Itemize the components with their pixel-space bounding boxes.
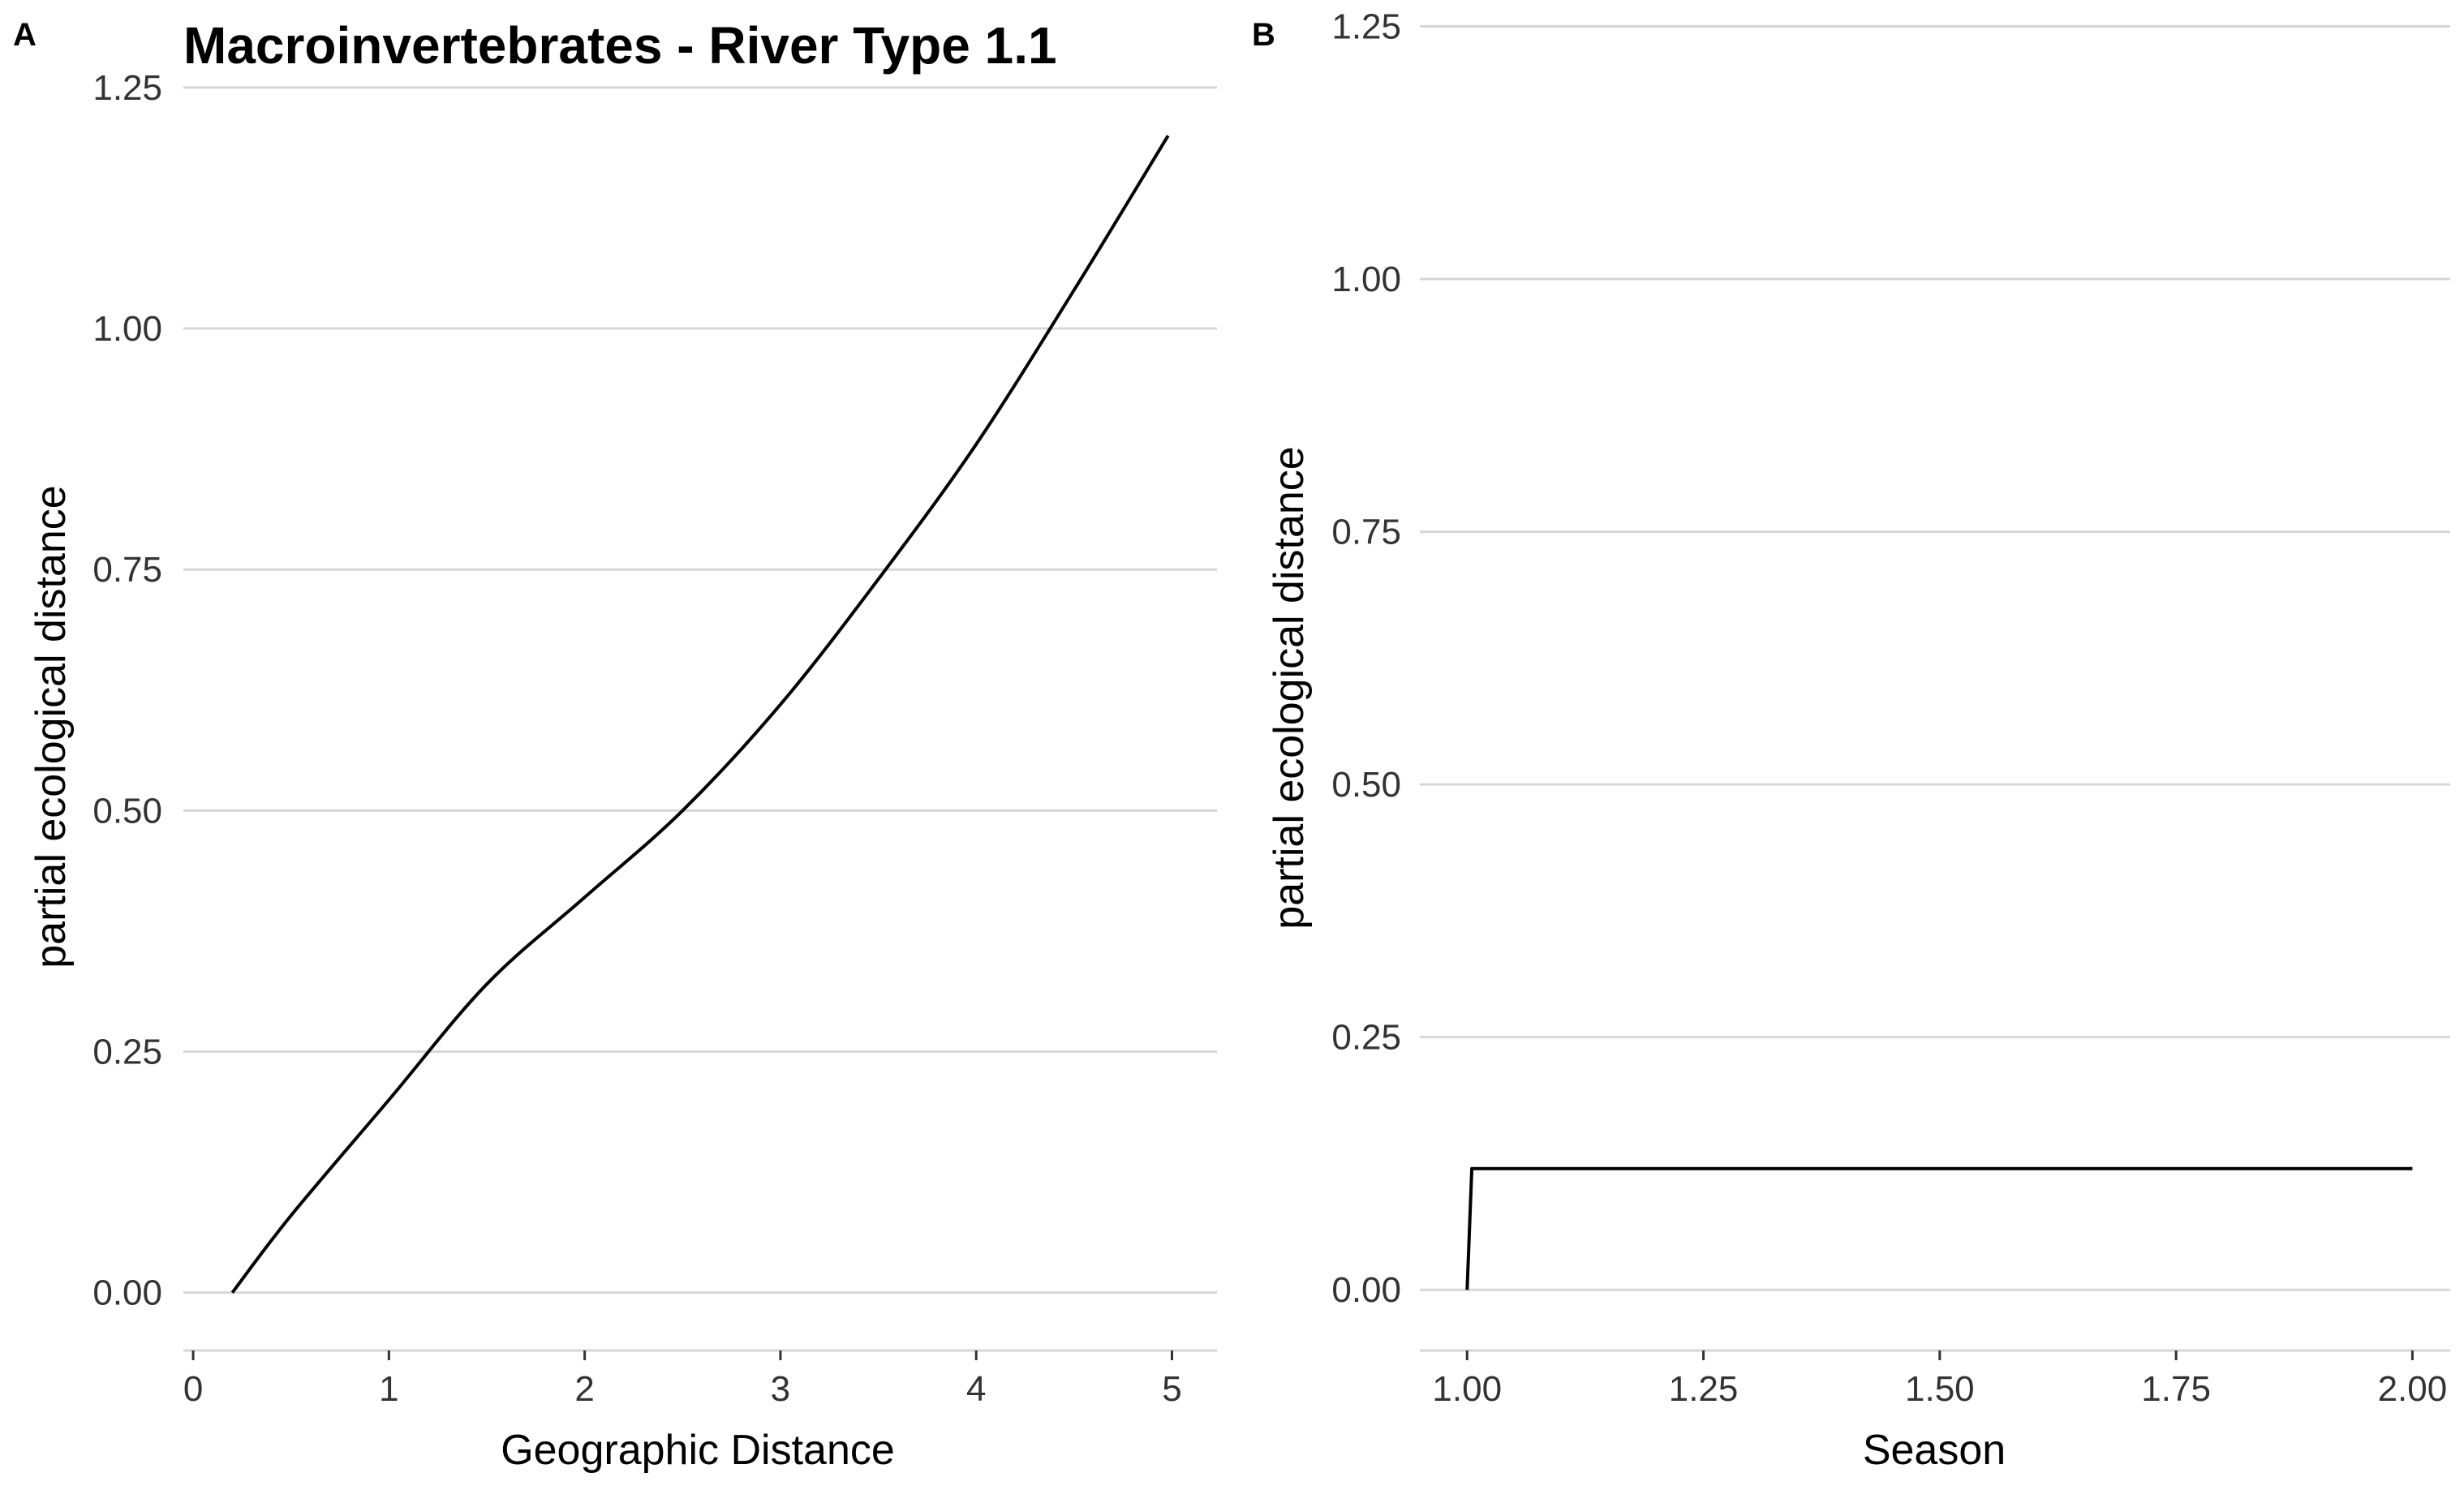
panel-a-title: Macroinvertebrates - River Type 1.1 (183, 16, 1057, 75)
panel-b-x-tick-labels: 1.00 1.25 1.50 1.75 2.00 (1432, 1369, 2447, 1409)
panel-b-x-tick-label: 2.00 (2378, 1369, 2448, 1409)
panel-b-chart: B 0.000.250.500.751.001.25 1.00 1.25 1.50 1… (1252, 6, 2450, 1474)
panel-b-y-tick-label: 0.50 (1331, 765, 1401, 805)
panel-a-y-tick-label: 0.00 (92, 1273, 162, 1313)
panel-a-x-tick-label: 0 (183, 1369, 203, 1409)
panel-a-x-tick-label: 2 (574, 1369, 594, 1409)
panel-b-x-axis-label: Season (1863, 1427, 2006, 1474)
panel-a-x-tick-label: 4 (966, 1369, 986, 1409)
panel-a-x-tick-label: 3 (771, 1369, 790, 1409)
panel-b-y-tick-label: 1.00 (1331, 260, 1401, 299)
panel-a-x-axis-label: Geographic Distance (501, 1427, 895, 1474)
panel-a-y-axis-label: partial ecological distance (28, 485, 75, 968)
panel-b-y-axis-label: partial ecological distance (1266, 446, 1313, 929)
panel-b-y-tick-label: 0.00 (1331, 1270, 1401, 1310)
panel-a-x-axis (183, 1349, 1217, 1360)
panel-a-y-tick-label: 0.50 (92, 791, 162, 831)
panel-b-y-tick-label: 1.25 (1331, 6, 1401, 46)
panel-b-x-tick-label: 1.00 (1432, 1369, 1502, 1409)
panel-a-y-tick-label: 1.00 (92, 309, 162, 349)
panel-b-y-tick-label: 0.25 (1331, 1018, 1401, 1058)
panel-b-x-axis (1420, 1349, 2450, 1360)
panel-a-y-tick-label: 1.25 (92, 68, 162, 108)
panel-b-y-tick-label: 0.75 (1331, 513, 1401, 552)
panel-b-x-tick-label: 1.75 (2141, 1369, 2211, 1409)
panel-a-x-tick-label: 5 (1162, 1369, 1181, 1409)
panel-a-y-tick-label: 0.25 (92, 1033, 162, 1072)
panel-b-label: B (1252, 17, 1275, 53)
panel-a-y-tick-labels: 0.00 0.25 0.50 0.75 1.00 1.25 (92, 68, 162, 1313)
panel-a-gridlines (183, 86, 1217, 1295)
panel-a-x-tick-labels: 0 1 2 3 4 5 (183, 1369, 1182, 1409)
panel-a-series-line (230, 135, 1170, 1294)
panel-b-x-tick-label: 1.25 (1669, 1369, 1739, 1409)
panel-a-x-tick-label: 1 (379, 1369, 398, 1409)
panel-b-x-tick-label: 1.50 (1905, 1369, 1975, 1409)
panel-a-label: A (13, 17, 37, 53)
panel-a-chart: A Macroinvertebrates - River Type 1.1 0.… (13, 16, 1217, 1474)
panel-b-y-tick-labels: 0.00 0.25 0.50 0.75 1.00 1.25 (1331, 6, 1401, 1310)
panel-a-y-tick-label: 0.75 (92, 550, 162, 590)
panel-b-gridlines (1420, 24, 2450, 1291)
panel-b-series-line (1465, 1166, 2413, 1290)
